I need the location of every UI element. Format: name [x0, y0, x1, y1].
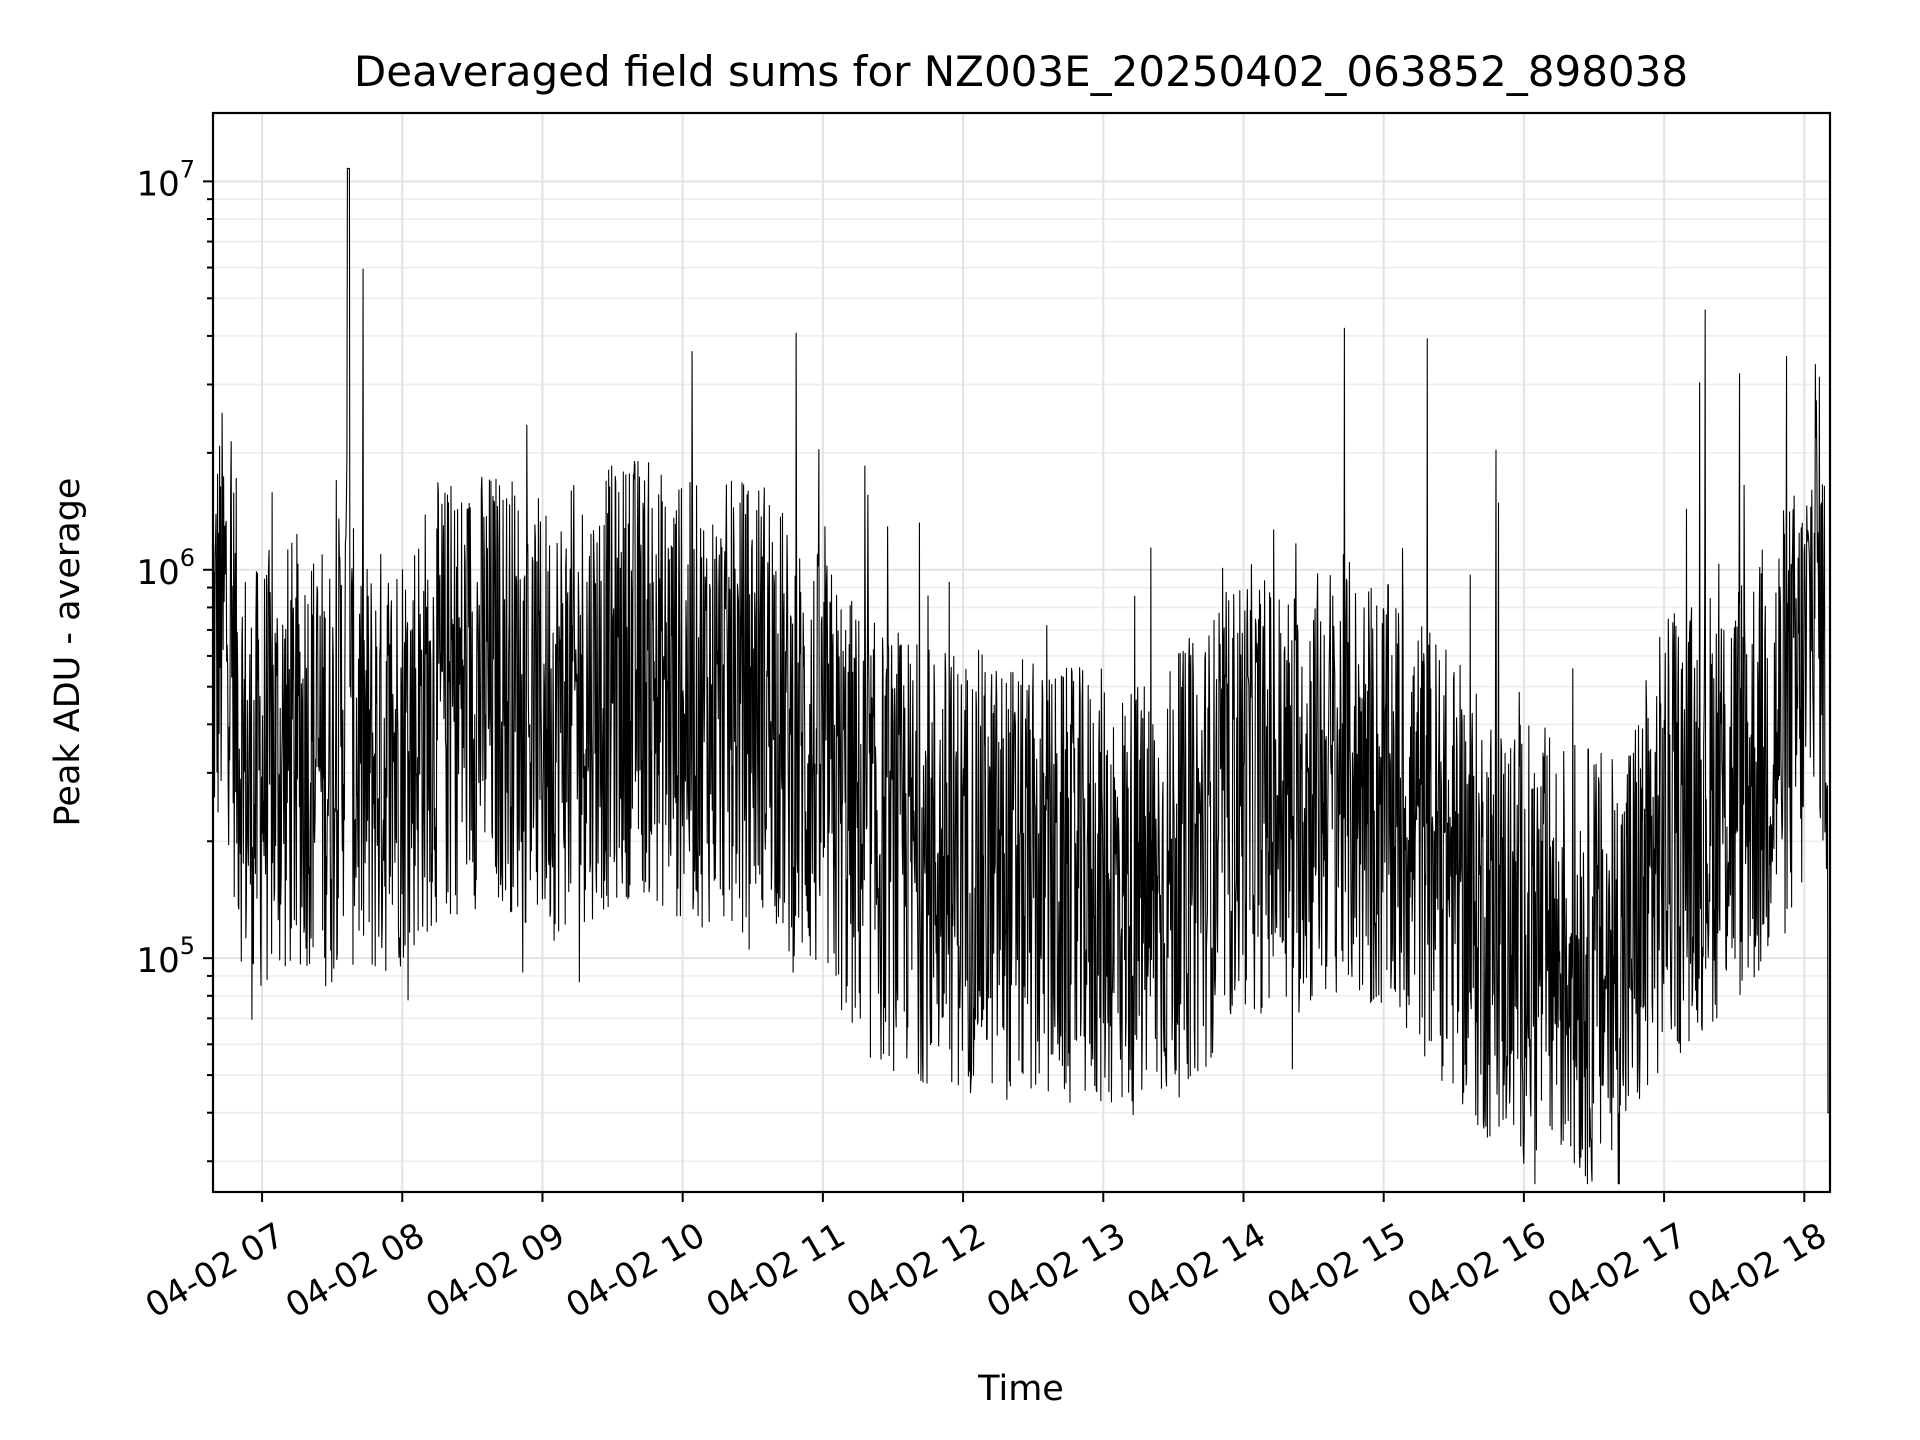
y-tick-label: 107 [136, 155, 195, 204]
y-tick-base: 10 [136, 553, 179, 593]
x-axis-label: Time [977, 1369, 1064, 1409]
y-tick-label: 105 [136, 932, 195, 981]
y-tick-base: 10 [136, 164, 179, 204]
y-tick-exponent: 5 [180, 932, 195, 960]
plot-area [213, 167, 1830, 1185]
y-axis-label: Peak ADU - average [48, 478, 88, 827]
y-tick-exponent: 7 [180, 155, 195, 183]
plot-frame [211, 111, 1832, 1194]
y-tick-exponent: 6 [180, 544, 195, 572]
chart-title: Deaveraged field sums for NZ003E_2025040… [354, 47, 1688, 96]
y-tick-label: 106 [136, 544, 195, 593]
series-line [213, 167, 1830, 1185]
y-tick-base: 10 [136, 941, 179, 981]
